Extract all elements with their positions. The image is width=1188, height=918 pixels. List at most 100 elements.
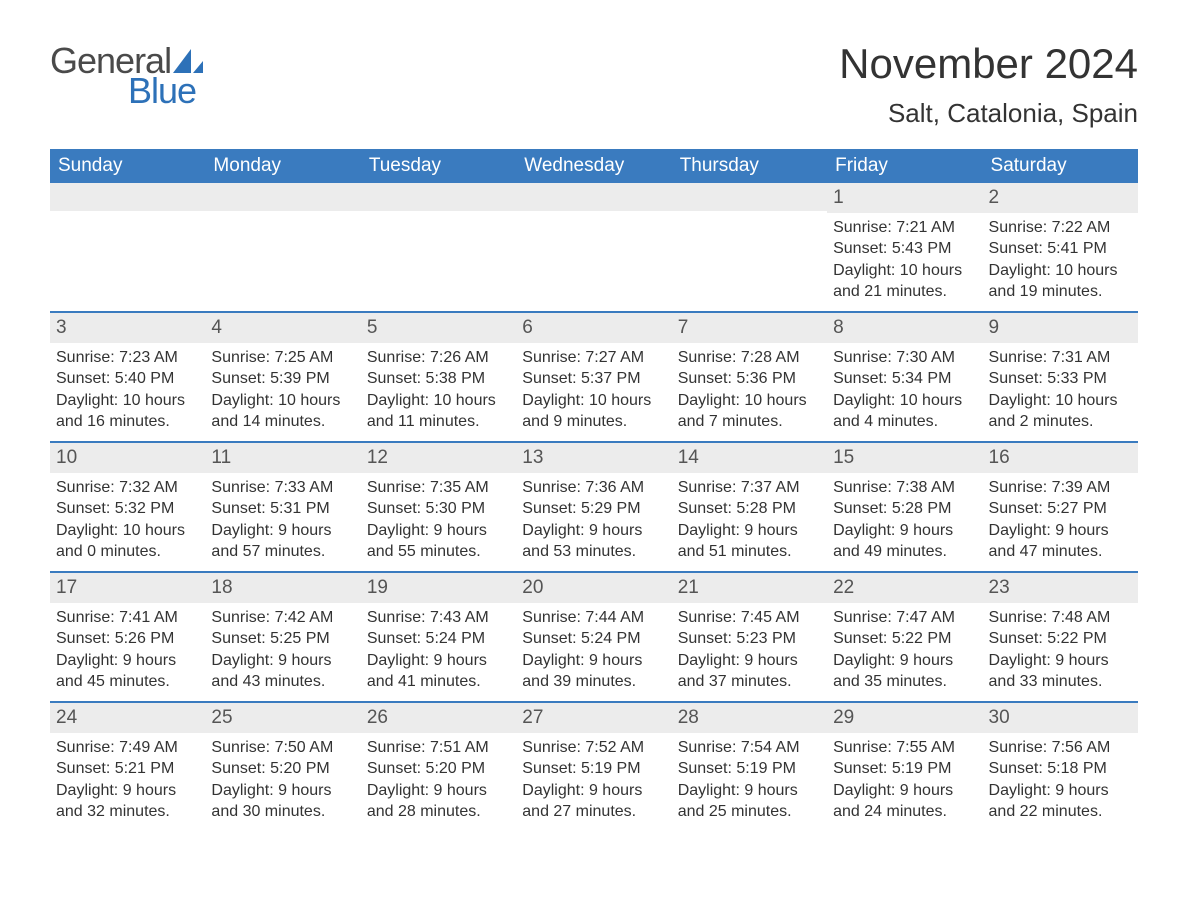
day-sunset: Sunset: 5:25 PM bbox=[211, 628, 354, 650]
day-number bbox=[50, 183, 205, 211]
day-dl1: Daylight: 9 hours bbox=[678, 780, 821, 802]
day-sunrise: Sunrise: 7:37 AM bbox=[678, 477, 821, 499]
day-sunset: Sunset: 5:37 PM bbox=[522, 368, 665, 390]
day-sunset: Sunset: 5:21 PM bbox=[56, 758, 199, 780]
day-details: Sunrise: 7:33 AMSunset: 5:31 PMDaylight:… bbox=[211, 477, 354, 563]
day-dl1: Daylight: 10 hours bbox=[56, 390, 199, 412]
calendar-week: 10Sunrise: 7:32 AMSunset: 5:32 PMDayligh… bbox=[50, 441, 1138, 571]
day-details: Sunrise: 7:23 AMSunset: 5:40 PMDaylight:… bbox=[56, 347, 199, 433]
day-dl2: and 28 minutes. bbox=[367, 801, 510, 823]
day-sunset: Sunset: 5:22 PM bbox=[833, 628, 976, 650]
logo-text-blue: Blue bbox=[128, 70, 203, 112]
day-details: Sunrise: 7:38 AMSunset: 5:28 PMDaylight:… bbox=[833, 477, 976, 563]
day-dl1: Daylight: 9 hours bbox=[56, 650, 199, 672]
day-sunset: Sunset: 5:34 PM bbox=[833, 368, 976, 390]
day-details: Sunrise: 7:37 AMSunset: 5:28 PMDaylight:… bbox=[678, 477, 821, 563]
day-sunset: Sunset: 5:24 PM bbox=[367, 628, 510, 650]
day-number: 30 bbox=[983, 703, 1138, 733]
day-dl2: and 22 minutes. bbox=[989, 801, 1132, 823]
day-number: 6 bbox=[516, 313, 671, 343]
day-dl1: Daylight: 9 hours bbox=[522, 520, 665, 542]
day-details: Sunrise: 7:22 AMSunset: 5:41 PMDaylight:… bbox=[989, 217, 1132, 303]
day-details: Sunrise: 7:44 AMSunset: 5:24 PMDaylight:… bbox=[522, 607, 665, 693]
day-sunset: Sunset: 5:31 PM bbox=[211, 498, 354, 520]
day-dl2: and 35 minutes. bbox=[833, 671, 976, 693]
day-dl2: and 25 minutes. bbox=[678, 801, 821, 823]
day-sunrise: Sunrise: 7:35 AM bbox=[367, 477, 510, 499]
day-dl1: Daylight: 10 hours bbox=[522, 390, 665, 412]
day-number: 29 bbox=[827, 703, 982, 733]
day-details: Sunrise: 7:36 AMSunset: 5:29 PMDaylight:… bbox=[522, 477, 665, 563]
day-sunrise: Sunrise: 7:25 AM bbox=[211, 347, 354, 369]
day-number: 20 bbox=[516, 573, 671, 603]
calendar-day: 24Sunrise: 7:49 AMSunset: 5:21 PMDayligh… bbox=[50, 703, 205, 831]
weekday-header: Friday bbox=[827, 149, 982, 183]
day-dl2: and 19 minutes. bbox=[989, 281, 1132, 303]
day-number: 18 bbox=[205, 573, 360, 603]
day-number bbox=[361, 183, 516, 211]
day-details: Sunrise: 7:30 AMSunset: 5:34 PMDaylight:… bbox=[833, 347, 976, 433]
day-sunset: Sunset: 5:26 PM bbox=[56, 628, 199, 650]
weekday-header: Saturday bbox=[983, 149, 1138, 183]
day-sunrise: Sunrise: 7:21 AM bbox=[833, 217, 976, 239]
day-details: Sunrise: 7:56 AMSunset: 5:18 PMDaylight:… bbox=[989, 737, 1132, 823]
calendar-day: 2 Sunrise: 7:22 AMSunset: 5:41 PMDaylight… bbox=[983, 183, 1138, 311]
day-sunset: Sunset: 5:43 PM bbox=[833, 238, 976, 260]
logo: General Blue bbox=[50, 40, 203, 112]
calendar-day: 29Sunrise: 7:55 AMSunset: 5:19 PMDayligh… bbox=[827, 703, 982, 831]
day-sunset: Sunset: 5:38 PM bbox=[367, 368, 510, 390]
day-number: 19 bbox=[361, 573, 516, 603]
day-number: 13 bbox=[516, 443, 671, 473]
day-dl2: and 41 minutes. bbox=[367, 671, 510, 693]
day-sunrise: Sunrise: 7:45 AM bbox=[678, 607, 821, 629]
calendar-day: 19Sunrise: 7:43 AMSunset: 5:24 PMDayligh… bbox=[361, 573, 516, 701]
day-dl1: Daylight: 9 hours bbox=[989, 650, 1132, 672]
weekday-header: Wednesday bbox=[516, 149, 671, 183]
day-dl1: Daylight: 10 hours bbox=[56, 520, 199, 542]
day-sunrise: Sunrise: 7:39 AM bbox=[989, 477, 1132, 499]
day-sunset: Sunset: 5:20 PM bbox=[367, 758, 510, 780]
day-sunset: Sunset: 5:32 PM bbox=[56, 498, 199, 520]
day-dl2: and 21 minutes. bbox=[833, 281, 976, 303]
day-sunset: Sunset: 5:40 PM bbox=[56, 368, 199, 390]
day-dl1: Daylight: 9 hours bbox=[522, 650, 665, 672]
day-number: 2 bbox=[983, 183, 1138, 213]
weekday-header-row: Sunday Monday Tuesday Wednesday Thursday… bbox=[50, 149, 1138, 183]
day-dl1: Daylight: 9 hours bbox=[211, 780, 354, 802]
day-sunset: Sunset: 5:27 PM bbox=[989, 498, 1132, 520]
day-number: 16 bbox=[983, 443, 1138, 473]
day-dl1: Daylight: 9 hours bbox=[989, 520, 1132, 542]
day-sunset: Sunset: 5:19 PM bbox=[522, 758, 665, 780]
calendar-day: 7Sunrise: 7:28 AMSunset: 5:36 PMDaylight… bbox=[672, 313, 827, 441]
day-sunrise: Sunrise: 7:26 AM bbox=[367, 347, 510, 369]
day-sunrise: Sunrise: 7:49 AM bbox=[56, 737, 199, 759]
calendar-week: 1Sunrise: 7:21 AMSunset: 5:43 PMDaylight… bbox=[50, 183, 1138, 311]
day-number bbox=[672, 183, 827, 211]
day-details: Sunrise: 7:42 AMSunset: 5:25 PMDaylight:… bbox=[211, 607, 354, 693]
calendar-day: 9Sunrise: 7:31 AMSunset: 5:33 PMDaylight… bbox=[983, 313, 1138, 441]
calendar-day bbox=[516, 183, 671, 311]
day-sunrise: Sunrise: 7:52 AM bbox=[522, 737, 665, 759]
day-sunrise: Sunrise: 7:50 AM bbox=[211, 737, 354, 759]
calendar-day: 23Sunrise: 7:48 AMSunset: 5:22 PMDayligh… bbox=[983, 573, 1138, 701]
month-title: November 2024 bbox=[839, 40, 1138, 88]
day-number bbox=[516, 183, 671, 211]
calendar-day: 12Sunrise: 7:35 AMSunset: 5:30 PMDayligh… bbox=[361, 443, 516, 571]
day-dl2: and 27 minutes. bbox=[522, 801, 665, 823]
calendar-day bbox=[361, 183, 516, 311]
day-dl2: and 9 minutes. bbox=[522, 411, 665, 433]
day-sunset: Sunset: 5:41 PM bbox=[989, 238, 1132, 260]
calendar-week: 17Sunrise: 7:41 AMSunset: 5:26 PMDayligh… bbox=[50, 571, 1138, 701]
calendar-day bbox=[205, 183, 360, 311]
location: Salt, Catalonia, Spain bbox=[839, 98, 1138, 129]
calendar-day: 16 Sunrise: 7:39 AMSunset: 5:27 PMDayligh… bbox=[983, 443, 1138, 571]
day-details: Sunrise: 7:28 AMSunset: 5:36 PMDaylight:… bbox=[678, 347, 821, 433]
day-dl1: Daylight: 10 hours bbox=[678, 390, 821, 412]
day-sunset: Sunset: 5:33 PM bbox=[989, 368, 1132, 390]
day-dl1: Daylight: 9 hours bbox=[833, 520, 976, 542]
calendar-day: 26Sunrise: 7:51 AMSunset: 5:20 PMDayligh… bbox=[361, 703, 516, 831]
calendar-day bbox=[50, 183, 205, 311]
day-dl2: and 39 minutes. bbox=[522, 671, 665, 693]
calendar-day: 22Sunrise: 7:47 AMSunset: 5:22 PMDayligh… bbox=[827, 573, 982, 701]
weekday-header: Tuesday bbox=[361, 149, 516, 183]
